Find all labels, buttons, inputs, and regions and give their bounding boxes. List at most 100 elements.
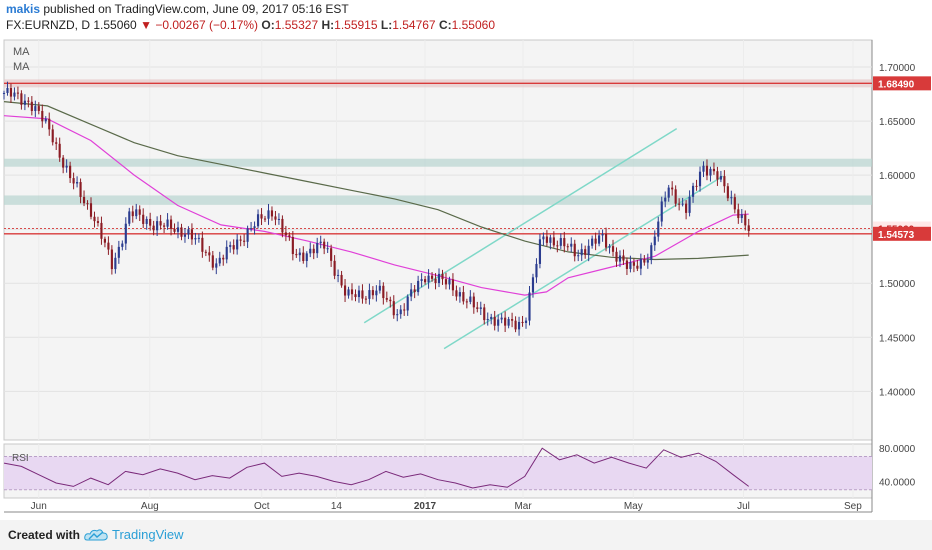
- candle-body[interactable]: [747, 225, 750, 232]
- candle-body[interactable]: [744, 214, 747, 226]
- candle-body[interactable]: [305, 253, 308, 262]
- candle-body[interactable]: [740, 214, 743, 219]
- candle-body[interactable]: [357, 290, 361, 298]
- candle-body[interactable]: [469, 296, 472, 302]
- candle-body[interactable]: [531, 277, 535, 293]
- candle-body[interactable]: [201, 237, 204, 252]
- candle-body[interactable]: [716, 171, 719, 180]
- candle-body[interactable]: [176, 227, 180, 232]
- candle-body[interactable]: [309, 248, 312, 254]
- candle-body[interactable]: [514, 320, 517, 330]
- candle-body[interactable]: [319, 241, 322, 243]
- candle-body[interactable]: [726, 186, 729, 199]
- candle-body[interactable]: [737, 209, 740, 219]
- candle-body[interactable]: [138, 209, 141, 215]
- candle-body[interactable]: [559, 238, 562, 246]
- candle-body[interactable]: [256, 214, 260, 227]
- candle-body[interactable]: [232, 245, 235, 250]
- candle-body[interactable]: [507, 319, 510, 326]
- candle-body[interactable]: [354, 294, 357, 298]
- candle-body[interactable]: [204, 251, 207, 253]
- candle-body[interactable]: [538, 239, 542, 264]
- candle-body[interactable]: [55, 142, 58, 144]
- candle-body[interactable]: [145, 218, 148, 224]
- candle-body[interactable]: [253, 226, 256, 229]
- candle-body[interactable]: [632, 262, 635, 266]
- candle-body[interactable]: [441, 273, 444, 280]
- candle-body[interactable]: [152, 225, 155, 231]
- candle-body[interactable]: [58, 143, 61, 158]
- candle-body[interactable]: [48, 118, 51, 130]
- candle-body[interactable]: [500, 317, 503, 320]
- candle-body[interactable]: [312, 248, 315, 254]
- candle-body[interactable]: [197, 237, 200, 239]
- candle-body[interactable]: [643, 259, 646, 263]
- candle-body[interactable]: [20, 93, 23, 105]
- candle-body[interactable]: [62, 157, 65, 168]
- candle-body[interactable]: [577, 255, 580, 257]
- candle-body[interactable]: [277, 218, 281, 220]
- candle-body[interactable]: [730, 197, 733, 199]
- candle-body[interactable]: [580, 249, 583, 256]
- candle-body[interactable]: [190, 229, 194, 240]
- candle-body[interactable]: [34, 106, 37, 112]
- candle-body[interactable]: [584, 249, 587, 255]
- candle-body[interactable]: [511, 319, 514, 321]
- candle-body[interactable]: [385, 298, 388, 300]
- candle-body[interactable]: [89, 203, 93, 217]
- candle-body[interactable]: [187, 229, 190, 235]
- candle-body[interactable]: [413, 289, 416, 293]
- candle-body[interactable]: [650, 245, 653, 261]
- channel-line[interactable]: [363, 128, 678, 324]
- candle-body[interactable]: [378, 285, 381, 291]
- candle-body[interactable]: [733, 197, 736, 210]
- candle-body[interactable]: [504, 317, 507, 326]
- candle-body[interactable]: [225, 246, 228, 260]
- candle-body[interactable]: [521, 321, 524, 323]
- candle-body[interactable]: [93, 216, 96, 222]
- candle-body[interactable]: [163, 225, 166, 227]
- candle-body[interactable]: [103, 238, 107, 243]
- candle-body[interactable]: [528, 292, 531, 321]
- candle-body[interactable]: [678, 203, 681, 205]
- candle-body[interactable]: [76, 182, 79, 184]
- candle-body[interactable]: [169, 219, 173, 229]
- candle-body[interactable]: [298, 252, 301, 256]
- candle-body[interactable]: [326, 248, 329, 250]
- candle-body[interactable]: [479, 307, 482, 309]
- candle-body[interactable]: [65, 165, 68, 168]
- candle-body[interactable]: [618, 255, 622, 262]
- candle-body[interactable]: [267, 210, 270, 219]
- candle-body[interactable]: [243, 240, 246, 242]
- candle-body[interactable]: [23, 100, 26, 105]
- candle-body[interactable]: [270, 210, 274, 217]
- candle-body[interactable]: [222, 257, 225, 260]
- candle-body[interactable]: [371, 290, 374, 296]
- candle-body[interactable]: [180, 227, 183, 237]
- candle-body[interactable]: [573, 243, 576, 257]
- candle-body[interactable]: [587, 245, 590, 255]
- candle-body[interactable]: [517, 321, 521, 330]
- candle-body[interactable]: [598, 235, 601, 244]
- candle-body[interactable]: [674, 189, 677, 204]
- candle-body[interactable]: [13, 92, 16, 97]
- candle-body[interactable]: [664, 197, 667, 202]
- candle-body[interactable]: [406, 296, 409, 311]
- candle-body[interactable]: [465, 301, 468, 303]
- candle-body[interactable]: [121, 243, 124, 247]
- candle-body[interactable]: [695, 185, 698, 187]
- candle-body[interactable]: [30, 101, 33, 112]
- candle-body[interactable]: [629, 262, 632, 269]
- candle-body[interactable]: [591, 238, 594, 246]
- candle-body[interactable]: [350, 289, 354, 295]
- candle-body[interactable]: [698, 171, 702, 187]
- candle-body[interactable]: [563, 238, 566, 247]
- candle-body[interactable]: [337, 274, 340, 276]
- candle-body[interactable]: [284, 232, 287, 236]
- candle-body[interactable]: [51, 129, 54, 143]
- candle-body[interactable]: [493, 316, 496, 326]
- candle-body[interactable]: [79, 182, 82, 197]
- rsi-line[interactable]: [3, 447, 750, 489]
- candle-body[interactable]: [535, 263, 538, 278]
- candle-body[interactable]: [552, 237, 555, 246]
